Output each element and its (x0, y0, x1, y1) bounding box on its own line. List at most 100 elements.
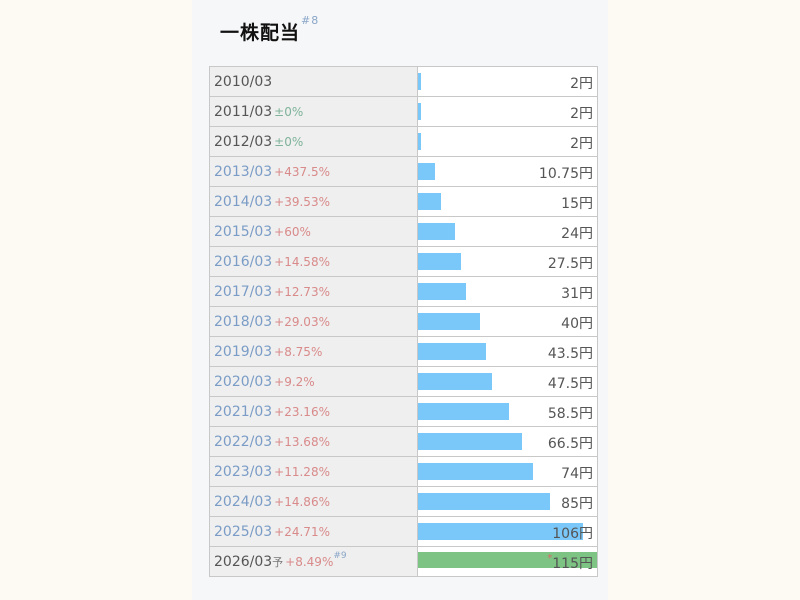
year-label[interactable]: 2022/03 +13.68% (209, 426, 418, 457)
value-cell: 24円 (417, 216, 598, 247)
year-text: 2019/03 (214, 343, 273, 360)
year-text: 2010/03 (214, 73, 273, 90)
dividend-value: 2円 (570, 76, 593, 92)
dividend-value: 24円 (561, 226, 593, 242)
change-percent: +13.68% (274, 434, 330, 449)
year-text: 2023/03 (214, 463, 273, 480)
value-cell: 66.5円 (417, 426, 598, 457)
change-percent: +14.58% (274, 254, 330, 269)
year-text: 2012/03 (214, 133, 273, 150)
year-text: 2013/03 (214, 163, 273, 180)
year-text: 2016/03 (214, 253, 273, 270)
year-label[interactable]: 2019/03 +8.75% (209, 336, 418, 367)
table-row: 2026/03予 +8.49%#9 *115円 (209, 546, 598, 577)
table-row: 2015/03 +60% 24円 (209, 216, 598, 247)
change-percent: +437.5% (274, 164, 330, 179)
change-percent: ±0% (274, 134, 304, 149)
value-cell: 43.5円 (417, 336, 598, 367)
dividend-value: 66.5円 (547, 436, 593, 452)
value-cell: 10.75円 (417, 156, 598, 187)
change-percent: ±0% (274, 104, 304, 119)
year-label: 2011/03 ±0% (209, 96, 418, 127)
change-percent: +8.75% (274, 344, 323, 359)
dividend-bar (418, 283, 467, 300)
change-percent: +14.86% (274, 494, 330, 509)
dividend-bar (418, 103, 422, 120)
dividend-bar (418, 403, 510, 420)
table-row: 2025/03 +24.71% 106円 (209, 516, 598, 547)
dividend-value: 43.5円 (547, 346, 593, 362)
table-row: 2020/03 +9.2% 47.5円 (209, 366, 598, 397)
year-label[interactable]: 2025/03 +24.71% (209, 516, 418, 547)
value-cell: 40円 (417, 306, 598, 337)
year-text: 2015/03 (214, 223, 273, 240)
forecast-footnote-link[interactable]: #9 (333, 550, 347, 561)
change-percent: +9.2% (274, 374, 315, 389)
value-cell: 85円 (417, 486, 598, 517)
year-text: 2026/03 (214, 553, 273, 570)
forecast-bar (418, 552, 597, 568)
value-cell: *115円 (417, 546, 598, 577)
year-label: 2012/03 ±0% (209, 126, 418, 157)
dividend-value: 15円 (561, 196, 593, 212)
year-label[interactable]: 2016/03 +14.58% (209, 246, 418, 277)
value-cell: 74円 (417, 456, 598, 487)
dividend-value: 2円 (570, 106, 593, 122)
change-percent: +11.28% (274, 464, 330, 479)
table-row: 2022/03 +13.68% 66.5円 (209, 426, 598, 457)
dividend-bar (418, 523, 583, 540)
dividend-value: 40円 (561, 316, 593, 332)
year-label[interactable]: 2023/03 +11.28% (209, 456, 418, 487)
dividend-bar (418, 343, 486, 360)
change-percent: +39.53% (274, 194, 330, 209)
value-cell: 27.5円 (417, 246, 598, 277)
dividend-value: 85円 (561, 496, 593, 512)
table-row: 2010/03 2円 (209, 66, 598, 97)
table-row: 2023/03 +11.28% 74円 (209, 456, 598, 487)
dividend-value: 31円 (561, 286, 593, 302)
year-label: 2010/03 (209, 66, 418, 97)
year-text: 2024/03 (214, 493, 273, 510)
change-percent: +24.71% (274, 524, 330, 539)
forecast-star: * (547, 553, 553, 564)
year-text: 2011/03 (214, 103, 273, 120)
year-label: 2026/03予 +8.49%#9 (209, 546, 418, 577)
year-label[interactable]: 2017/03 +12.73% (209, 276, 418, 307)
dividend-table: 2010/03 2円 2011/03 ±0% 2円 2012/03 ±0% 2円 2013/03… (209, 66, 598, 577)
table-row: 2012/03 ±0% 2円 (209, 126, 598, 157)
section-title: 一株配当#8 (220, 14, 320, 44)
forecast-mark: 予 (272, 555, 284, 569)
dividend-bar (418, 253, 461, 270)
year-text: 2014/03 (214, 193, 273, 210)
dividend-value: 106円 (552, 526, 593, 542)
table-row: 2014/03 +39.53% 15円 (209, 186, 598, 217)
year-text: 2021/03 (214, 403, 273, 420)
year-label[interactable]: 2015/03 +60% (209, 216, 418, 247)
change-percent: +29.03% (274, 314, 330, 329)
change-percent: +23.16% (274, 404, 330, 419)
year-label[interactable]: 2013/03 +437.5% (209, 156, 418, 187)
dividend-value: 10.75円 (538, 166, 593, 182)
year-label[interactable]: 2021/03 +23.16% (209, 396, 418, 427)
dividend-bar (418, 463, 534, 480)
dividend-bar (418, 73, 422, 90)
dividend-bar (418, 313, 481, 330)
value-cell: 2円 (417, 126, 598, 157)
dividend-value: 27.5円 (547, 256, 593, 272)
year-text: 2017/03 (214, 283, 273, 300)
value-cell: 15円 (417, 186, 598, 217)
year-label[interactable]: 2024/03 +14.86% (209, 486, 418, 517)
value-cell: 106円 (417, 516, 598, 547)
year-text: 2022/03 (214, 433, 273, 450)
dividend-bar (418, 493, 551, 510)
table-row: 2019/03 +8.75% 43.5円 (209, 336, 598, 367)
table-row: 2017/03 +12.73% 31円 (209, 276, 598, 307)
table-row: 2024/03 +14.86% 85円 (209, 486, 598, 517)
title-footnote-link[interactable]: #8 (301, 14, 320, 27)
year-label[interactable]: 2020/03 +9.2% (209, 366, 418, 397)
year-label[interactable]: 2014/03 +39.53% (209, 186, 418, 217)
value-cell: 31円 (417, 276, 598, 307)
table-row: 2021/03 +23.16% 58.5円 (209, 396, 598, 427)
year-label[interactable]: 2018/03 +29.03% (209, 306, 418, 337)
change-percent: +60% (274, 224, 311, 239)
